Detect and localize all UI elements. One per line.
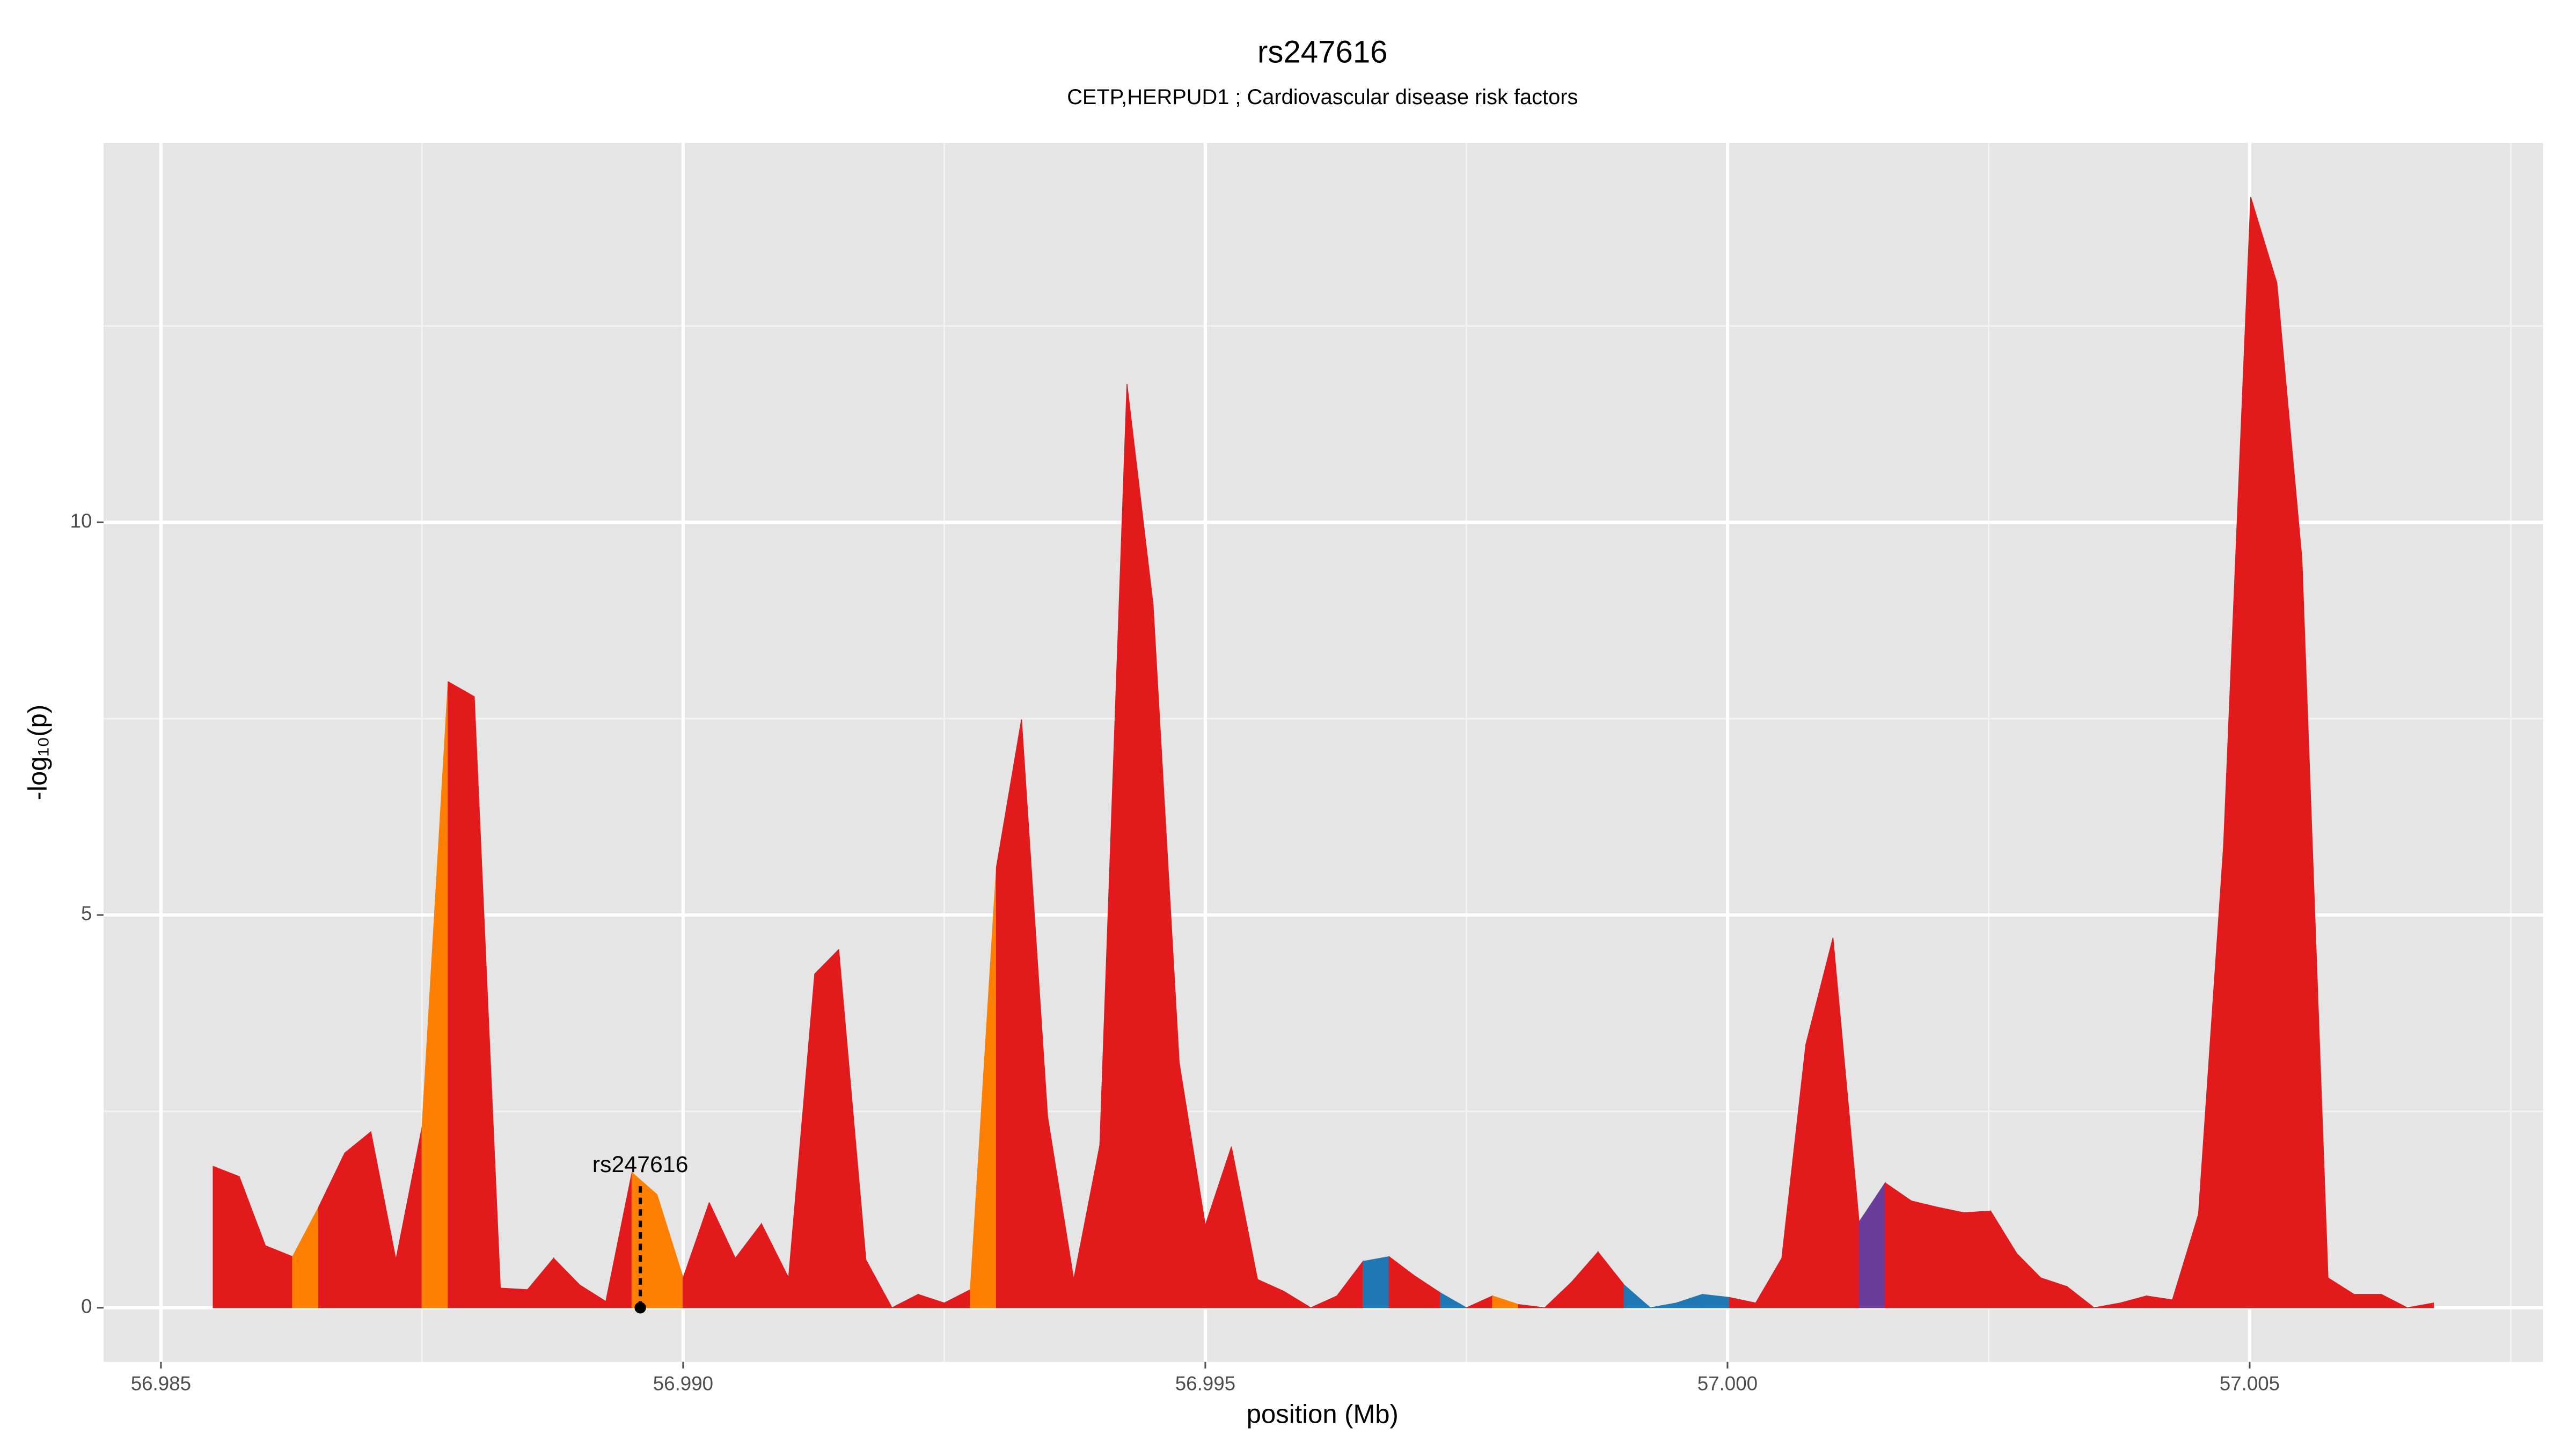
y-tick-label: 10 xyxy=(70,510,92,532)
y-tick-label: 0 xyxy=(81,1295,92,1317)
area-segment xyxy=(1363,1256,1390,1308)
area-segment xyxy=(1885,1182,1912,1308)
y-axis-title: -log₁₀(p) xyxy=(23,705,52,800)
chart-subtitle: CETP,HERPUD1 ; Cardiovascular disease ri… xyxy=(1067,85,1578,109)
area-segment xyxy=(448,681,475,1308)
area-segment xyxy=(2407,1302,2434,1308)
area-segment xyxy=(213,1166,240,1308)
area-segment xyxy=(814,948,839,1308)
area-segment xyxy=(265,1245,293,1308)
x-tick-label: 56.995 xyxy=(1175,1372,1235,1394)
area-segment xyxy=(631,1172,658,1308)
highlight-label: rs247616 xyxy=(592,1152,689,1177)
x-axis-title: position (Mb) xyxy=(1247,1400,1399,1429)
y-tick-label: 5 xyxy=(81,903,92,925)
area-segment xyxy=(1911,1200,1938,1308)
area-segment xyxy=(1963,1210,1992,1308)
area-segment xyxy=(344,1131,371,1308)
area-segment xyxy=(2250,197,2278,1308)
plot-panel xyxy=(103,143,2543,1362)
chart-title: rs247616 xyxy=(1257,34,1388,69)
area-segment xyxy=(1283,1290,1313,1308)
area-segment xyxy=(500,1287,528,1308)
x-tick-label: 57.005 xyxy=(2220,1372,2280,1394)
area-segment xyxy=(1623,1284,1651,1308)
x-tick-label: 57.000 xyxy=(1697,1372,1758,1394)
area-segment xyxy=(1937,1206,1964,1308)
area-segment xyxy=(2353,1294,2382,1308)
area-segment xyxy=(1518,1304,1545,1308)
area-segment xyxy=(865,1260,893,1308)
marks: rs247616 xyxy=(213,197,2434,1314)
x-tick-label: 56.990 xyxy=(653,1372,713,1394)
area-segment xyxy=(2381,1293,2408,1308)
highlight-point xyxy=(634,1302,646,1314)
area-segment xyxy=(1440,1292,1468,1308)
x-tick-label: 56.985 xyxy=(131,1372,191,1394)
area-segment xyxy=(2066,1285,2096,1308)
